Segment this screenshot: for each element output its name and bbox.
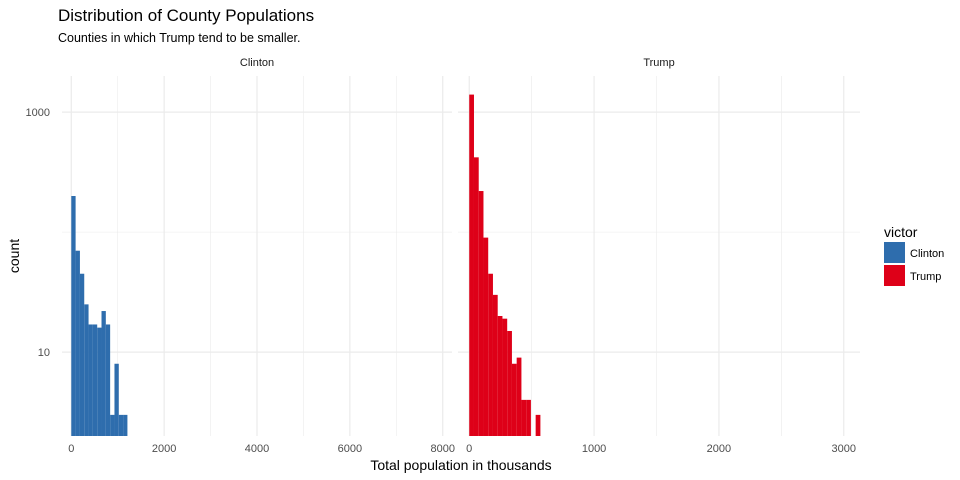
bar-clinton [123,414,128,436]
y-axis-title: count [6,239,22,273]
bar-trump [511,363,517,436]
bar-trump [526,399,531,436]
bar-trump [535,414,541,436]
bar-trump [502,318,508,436]
bar-trump [516,357,522,436]
bar-clinton [92,324,98,436]
facet-label-trump: Trump [643,57,674,69]
bar-trump [488,273,493,436]
bar-clinton [84,304,89,436]
bar-clinton [105,324,111,436]
chart-title: Distribution of County Populations [58,6,315,25]
bar-clinton [114,363,119,436]
y-tick-label: 1000 [26,107,50,119]
bar-trump [478,191,484,436]
legend-title: victor [884,224,918,240]
bar-trump [497,316,503,436]
x-tick-label: 4000 [245,443,269,455]
x-tick-label: 2000 [152,443,176,455]
x-tick-label: 8000 [430,443,454,455]
bar-clinton [79,273,85,436]
bar-clinton [88,324,93,436]
x-tick-label: 6000 [338,443,362,455]
x-axis-title: Total population in thousands [370,457,551,473]
bar-trump [469,94,474,437]
x-tick-label: 0 [68,443,74,455]
bar-trump [521,399,527,436]
legend-swatch-trump [884,265,905,286]
bar-clinton [75,250,80,436]
facet-label-clinton: Clinton [240,57,274,69]
bar-trump [473,157,479,436]
bar-clinton [101,311,106,436]
bar-clinton [71,196,76,436]
bar-trump [492,294,498,436]
x-tick-label: 3000 [832,443,856,455]
legend-label-clinton: Clinton [910,248,944,260]
chart-subtitle: Counties in which Trump tend to be small… [58,31,301,45]
legend-swatch-clinton [884,242,905,263]
bar-clinton [118,414,124,436]
legend-label-trump: Trump [910,271,941,283]
bar-clinton [97,327,102,436]
bar-trump [507,330,512,436]
x-tick-label: 2000 [707,443,731,455]
bar-clinton [110,414,115,436]
bar-trump [483,237,489,436]
x-tick-label: 0 [466,443,472,455]
x-tick-label: 1000 [582,443,606,455]
y-tick-label: 10 [38,347,50,359]
